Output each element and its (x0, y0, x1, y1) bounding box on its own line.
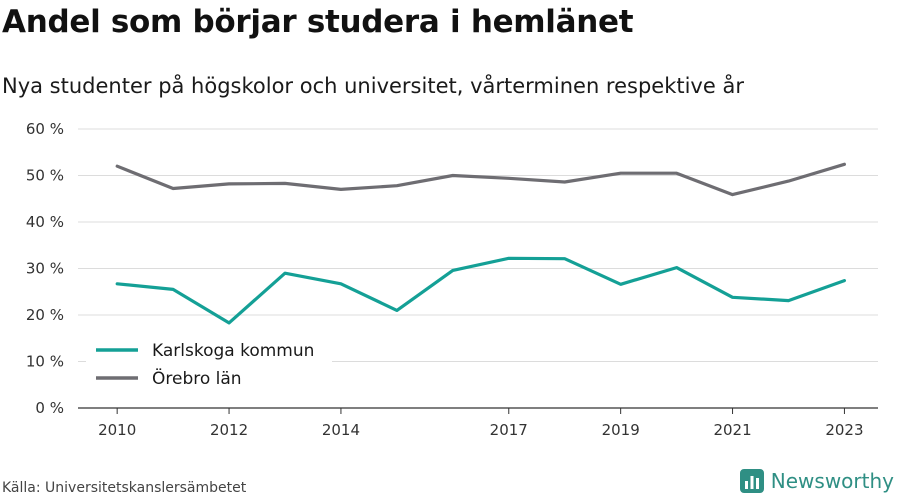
line-chart: 0 % 10 % 20 % 30 % 40 % 50 % 60 % 2010 2012 2014… (26, 120, 878, 439)
x-tick-label: 2023 (825, 421, 863, 439)
legend-label: Karlskoga kommun (152, 341, 314, 361)
legend: Karlskoga kommun Örebro län (86, 334, 332, 396)
y-tick-label: 20 % (26, 306, 64, 324)
x-tick-label: 2021 (713, 421, 751, 439)
y-tick-label: 60 % (26, 120, 64, 138)
grid (78, 128, 878, 362)
x-tick-label: 2010 (98, 421, 136, 439)
x-tick-label: 2014 (322, 421, 360, 439)
x-tick-label: 2017 (490, 421, 528, 439)
legend-background (86, 334, 332, 396)
x-tick-label: 2019 (602, 421, 640, 439)
y-tick-label: 40 % (26, 213, 64, 231)
newsworthy-logo-icon (739, 469, 764, 493)
brand-logo: Newsworthy (739, 468, 894, 494)
x-axis: 2010 2012 2014 2017 2019 2021 2023 (78, 407, 878, 439)
y-tick-label: 0 % (35, 399, 64, 417)
series-line (115, 162, 847, 197)
y-tick-label: 50 % (26, 167, 64, 185)
series-lines (115, 162, 847, 325)
brand-name: Newsworthy (770, 469, 894, 493)
legend-label: Örebro län (152, 367, 242, 389)
y-tick-label: 10 % (26, 353, 64, 371)
x-tick-label: 2012 (210, 421, 248, 439)
y-tick-label: 30 % (26, 260, 64, 278)
source-note: Källa: Universitetskanslersämbetet (2, 480, 247, 496)
y-axis: 0 % 10 % 20 % 30 % 40 % 50 % 60 % (26, 120, 64, 417)
series-line (115, 256, 847, 325)
chart-title: Andel som börjar studera i hemlänet (2, 4, 634, 40)
chart-subtitle: Nya studenter på högskolor och universit… (2, 74, 744, 98)
